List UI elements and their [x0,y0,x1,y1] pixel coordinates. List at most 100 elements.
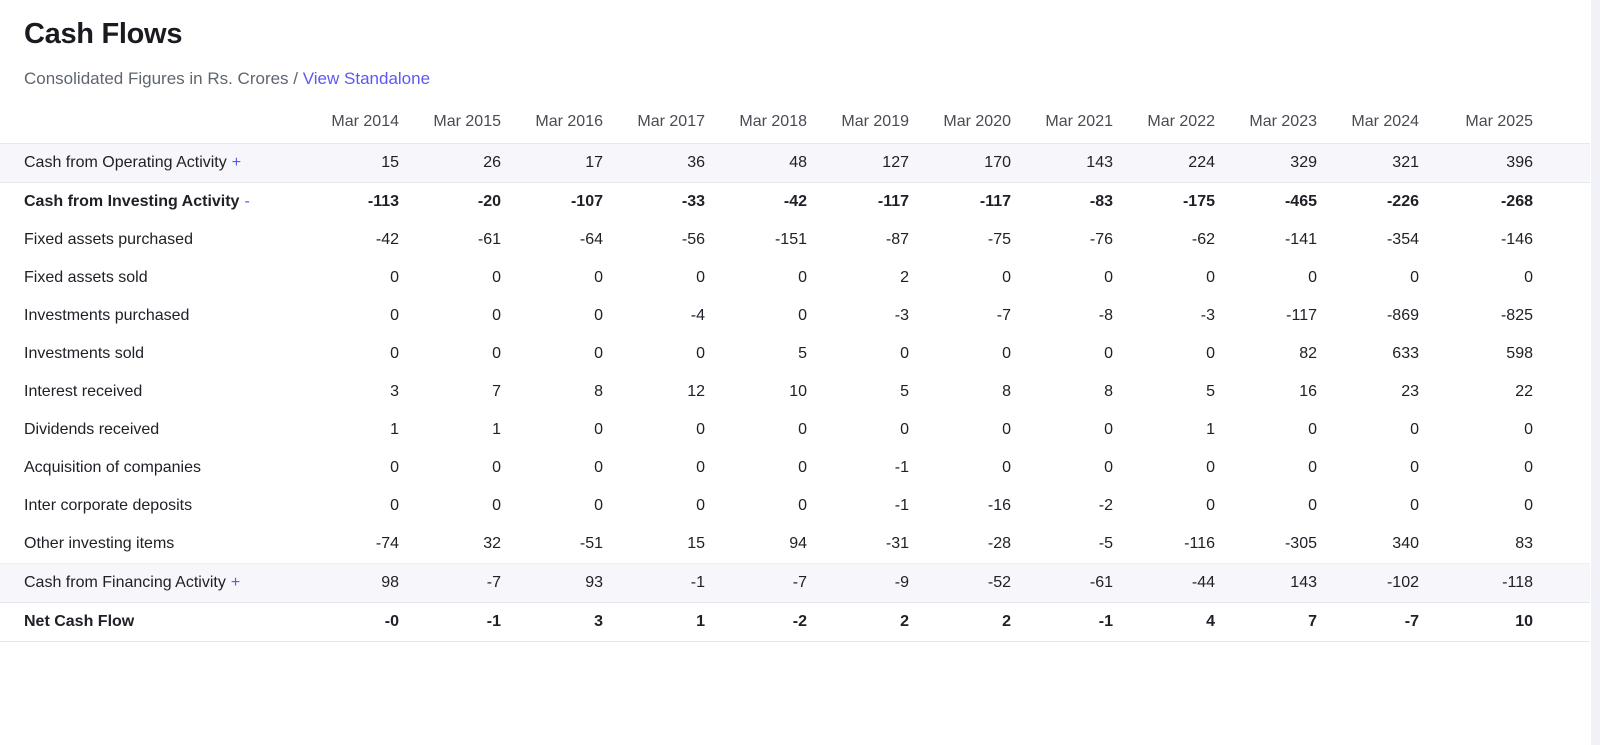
cell-value: -52 [987,574,1011,591]
cell-value: 0 [594,497,603,514]
row-label-text: Net Cash Flow [24,613,135,630]
cell-value: -76 [1089,231,1113,248]
cell-value: 0 [594,421,603,438]
cell-value: 0 [1410,459,1419,476]
scrollbar-track[interactable] [1591,0,1600,745]
table-row-interest-received: Interest received 3 7 8 12 10 5 8 8 5 16 23 22 [0,373,1590,411]
cell-value: -31 [885,535,909,552]
cell-value: -107 [570,193,603,210]
cell-value: -3 [1200,307,1215,324]
column-header-mar-2022: Mar 2022 [1147,113,1215,130]
row-label: Inter corporate deposits [0,487,305,525]
cell-value: -0 [384,613,399,630]
column-header-mar-2018: Mar 2018 [739,113,807,130]
cell-value: 7 [492,383,501,400]
table-row-acquisition-of-companies: Acquisition of companies 0 0 0 0 0 -1 0 0 0 0 0 0 [0,449,1590,487]
cell-value: 10 [789,383,807,400]
cell-value: 23 [1401,383,1419,400]
cell-value: 2 [900,269,909,286]
view-standalone-link[interactable]: View Standalone [302,69,431,88]
column-header-mar-2020: Mar 2020 [943,113,1011,130]
cell-value: -56 [681,231,705,248]
cell-value: 0 [390,269,399,286]
table-header-row: Mar 2014 Mar 2015 Mar 2016 Mar 2017 Mar 2018… [0,104,1590,144]
row-label-text: Fixed assets sold [24,269,148,286]
cell-value: 0 [390,307,399,324]
cell-value: -7 [486,574,501,591]
row-label-text: Inter corporate deposits [24,497,193,514]
table-row-fixed-assets-purchased: Fixed assets purchased -42 -61 -64 -56 -151 -8… [0,221,1590,259]
cell-value: -5 [1098,535,1113,552]
cell-value: 0 [696,269,705,286]
row-label: Dividends received [0,411,305,449]
subtitle-text: Consolidated Figures in Rs. Crores / [24,69,299,88]
cell-value: 0 [798,269,807,286]
cell-value: 0 [390,459,399,476]
cell-value: 0 [696,459,705,476]
cell-value: 0 [798,421,807,438]
cell-value: -116 [1184,535,1215,552]
cell-value: -1 [486,613,501,630]
cell-value: -4 [690,307,705,324]
cell-value: 127 [882,154,909,171]
cell-value: 0 [492,345,501,362]
cell-value: 8 [1002,383,1011,400]
row-label-text: Other investing items [24,535,175,552]
cell-value: 0 [798,459,807,476]
cell-value: -83 [1089,193,1113,210]
column-header-mar-2014: Mar 2014 [331,113,399,130]
cell-value: -20 [477,193,501,210]
cell-value: 0 [390,345,399,362]
cell-value: 17 [585,154,603,171]
cell-value: -465 [1284,193,1317,210]
cell-value: 8 [1104,383,1113,400]
cell-value: 0 [1524,421,1533,438]
row-label: Fixed assets sold [0,259,305,297]
cell-value: -64 [579,231,603,248]
cell-value: 0 [1524,269,1533,286]
cell-value: 5 [900,383,909,400]
cell-value: -42 [783,193,807,210]
cell-value: -1 [1098,613,1113,630]
cell-value: -113 [367,193,399,210]
cell-value: 22 [1515,383,1533,400]
cell-value: 329 [1290,154,1317,171]
row-label: Interest received [0,373,305,411]
row-label: Other investing items [0,525,305,564]
table-row-cash-from-operating-activity: Cash from Operating Activity +15 26 17 36 48 1… [0,143,1590,183]
cell-value: 0 [1308,421,1317,438]
cell-value: 7 [1308,613,1317,630]
cell-value: 224 [1188,154,1215,171]
cell-value: 0 [1410,497,1419,514]
cell-value: 0 [900,421,909,438]
cell-value: 0 [696,345,705,362]
cell-value: 0 [1104,345,1113,362]
cell-value: 82 [1299,345,1317,362]
cell-value: 0 [1104,421,1113,438]
cell-value: 0 [1104,269,1113,286]
collapse-toggle-icon[interactable]: - [244,193,250,210]
row-label: Cash from Operating Activity + [0,144,305,183]
cell-value: 3 [390,383,399,400]
cell-value: 32 [483,535,501,552]
cell-value: 0 [900,345,909,362]
cell-value: 0 [1308,459,1317,476]
cell-value: 0 [492,269,501,286]
cell-value: 2 [900,613,909,630]
expand-toggle-icon[interactable]: + [230,574,241,591]
row-label-header [0,104,305,144]
column-header-mar-2023: Mar 2023 [1249,113,1317,130]
row-label: Fixed assets purchased [0,221,305,259]
cell-value: 1 [390,421,399,438]
cell-value: -175 [1182,193,1215,210]
cell-value: -117 [877,193,909,210]
row-label-text: Cash from Financing Activity [24,574,226,591]
cell-value: 36 [687,154,705,171]
cell-value: -3 [894,307,909,324]
cell-value: 0 [798,497,807,514]
table-row-net-cash-flow: Net Cash Flow -0 -1 3 1 -2 2 2 -1 4 7 -7 10 [0,603,1590,642]
expand-toggle-icon[interactable]: + [231,154,242,171]
cell-value: -305 [1284,535,1317,552]
cell-value: 48 [789,154,807,171]
